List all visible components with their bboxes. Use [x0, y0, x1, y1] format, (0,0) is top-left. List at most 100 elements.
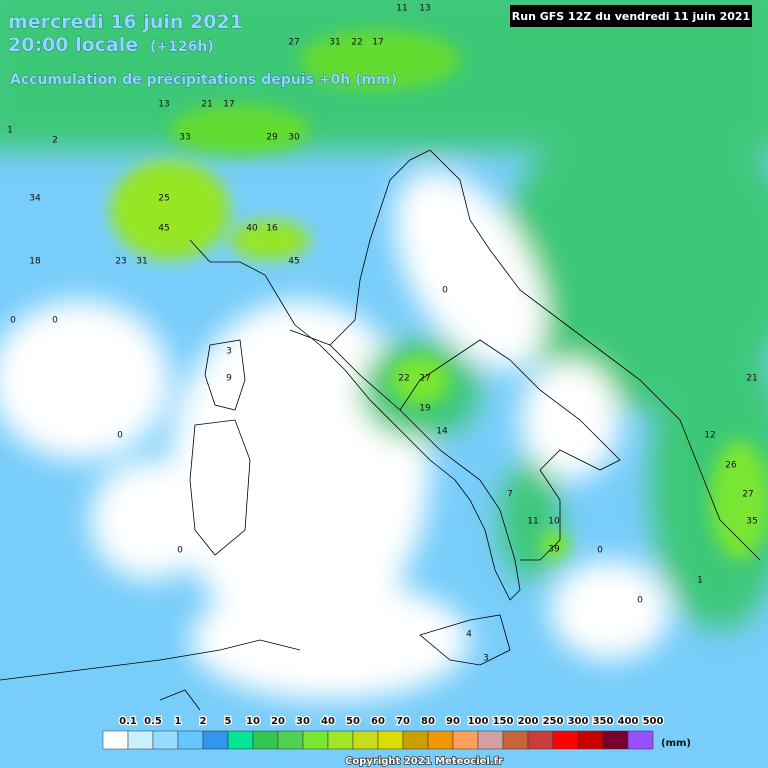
legend-swatch [577, 730, 604, 750]
map-value: 0 [442, 286, 448, 296]
subtitle: Accumulation de précipitations depuis +0… [10, 72, 397, 88]
legend-swatch [377, 730, 404, 750]
legend-swatch [127, 730, 154, 750]
legend-label: 350 [593, 716, 614, 727]
map-value: 0 [177, 546, 183, 556]
map-value: 25 [158, 194, 169, 204]
run-box [510, 5, 752, 27]
legend-label: 150 [493, 716, 514, 727]
legend-label: 300 [568, 716, 589, 727]
map-value: 7 [507, 490, 513, 500]
map-value: 40 [246, 224, 258, 234]
map-value: 19 [419, 404, 431, 414]
map-value: 0 [10, 316, 16, 326]
legend-label: 20 [271, 716, 285, 727]
map-value: 18 [29, 257, 41, 267]
legend-label: 100 [468, 716, 489, 727]
map-value: 17 [223, 100, 234, 110]
map-value: 45 [158, 224, 169, 234]
map-value: 39 [548, 545, 560, 555]
map-value: 2 [52, 136, 58, 146]
legend-label: 0.5 [144, 716, 162, 727]
legend-swatch [327, 730, 354, 750]
map-value: 33 [179, 133, 190, 143]
map-value: 29 [266, 133, 278, 143]
map-value: 21 [201, 100, 212, 110]
map-value: 4 [466, 630, 472, 640]
map-value: 3 [483, 654, 489, 664]
date: mercredi 16 juin 2021 [8, 11, 243, 33]
map-value: 14 [436, 427, 448, 437]
map-value: 27 [742, 490, 753, 500]
map-value: 17 [372, 38, 383, 48]
legend-label: 0.1 [119, 716, 137, 727]
legend-swatch [552, 730, 579, 750]
map-value: 23 [115, 257, 126, 267]
map-value: 1 [7, 126, 13, 136]
map-value: 31 [136, 257, 147, 267]
legend-label: 10 [246, 716, 260, 727]
legend-label: 50 [346, 716, 360, 727]
coastlines [0, 149, 761, 711]
map-value: 27 [419, 374, 430, 384]
legend-label: 5 [225, 716, 232, 727]
map-value: 0 [117, 431, 123, 441]
map-value: 0 [597, 546, 603, 556]
lead-time: (+126h) [150, 39, 214, 55]
map-value: 1 [697, 576, 703, 586]
map-value: 13 [158, 100, 169, 110]
legend-swatch [152, 730, 179, 750]
map-value: 11 [396, 4, 407, 14]
legend-swatch [252, 730, 279, 750]
map-value: 12 [704, 431, 715, 441]
map-value: 35 [746, 517, 757, 527]
legend-swatch [452, 730, 479, 750]
map-value: 0 [637, 596, 643, 606]
legend-swatch [602, 730, 629, 750]
legend-swatch [227, 730, 254, 750]
legend-swatch [427, 730, 454, 750]
legend-swatch [527, 730, 554, 750]
map-value: 21 [746, 374, 757, 384]
legend-swatch [477, 730, 504, 750]
legend-label: 2 [200, 716, 207, 727]
legend: 0.1 0.5 1 2 5 10 20 30 40 50 60 70 80 90 100 150 200 250 3… [102, 715, 665, 750]
map-value: 10 [548, 517, 560, 527]
map-value: 27 [288, 38, 299, 48]
map-value: 16 [266, 224, 278, 234]
run-label: Run GFS 12Z du vendredi 11 juin 2021 [512, 10, 750, 23]
legend-label: 90 [446, 716, 460, 727]
legend-label: 1 [175, 716, 182, 727]
legend-swatch [202, 730, 229, 750]
legend-swatch [302, 730, 329, 750]
copyright: Copyright 2021 Meteociel.fr [345, 756, 503, 767]
map-value: 11 [527, 517, 538, 527]
title-block: mercredi 16 juin 2021 20:00 locale (+126… [8, 11, 398, 89]
legend-swatch [627, 730, 654, 750]
legend-swatch [402, 730, 429, 750]
map-value: 22 [398, 374, 409, 384]
legend-label: 70 [396, 716, 410, 727]
map-value: 3 [226, 347, 232, 357]
legend-label: 500 [643, 716, 664, 727]
legend-swatch [102, 730, 129, 750]
legend-swatch [177, 730, 204, 750]
map-value: 31 [329, 38, 340, 48]
legend-label: 250 [543, 716, 564, 727]
map-value: 26 [725, 461, 737, 471]
legend-label: 200 [518, 716, 539, 727]
legend-label: 60 [371, 716, 385, 727]
map-value: 34 [29, 194, 41, 204]
map-value: 22 [351, 38, 362, 48]
legend-swatch [352, 730, 379, 750]
map-value: 13 [419, 4, 430, 14]
legend-label: 80 [421, 716, 435, 727]
time: 20:00 locale [8, 34, 138, 56]
map-value: 9 [226, 374, 232, 384]
legend-swatch [502, 730, 529, 750]
legend-unit: (mm) [661, 738, 691, 749]
